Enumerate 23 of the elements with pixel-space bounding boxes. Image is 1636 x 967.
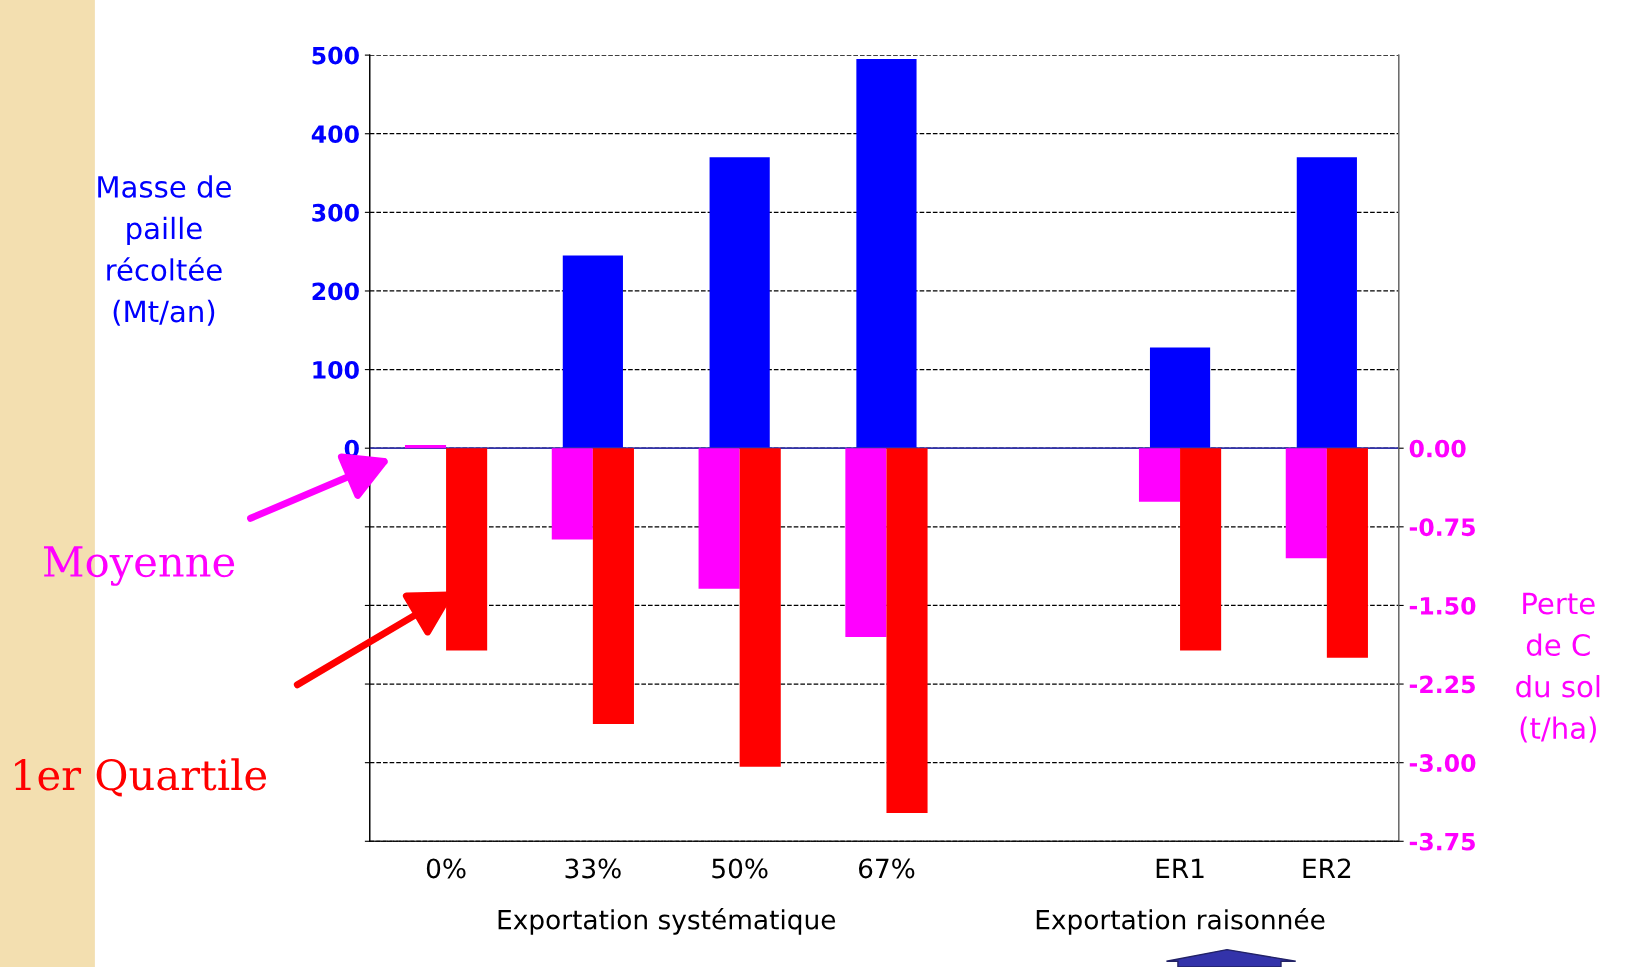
- text: Moyenne: [43, 546, 235, 586]
- text: 1er Quartile: [15, 758, 267, 797]
- x-tick-label: 50%: [712, 858, 768, 879]
- y2-tick-label: -1.50: [1409, 596, 1476, 615]
- y2-tick-label: -3.00: [1409, 754, 1476, 772]
- x-tick-label: 0%: [426, 858, 466, 879]
- text: Exportation systématique: [498, 908, 836, 935]
- y-axis-title: Masse de paille récoltée (Mt/an): [98, 175, 231, 326]
- y2-axis-title: Perte de C du sol (t/ha): [1516, 592, 1600, 743]
- y-tick-label: 300: [312, 203, 359, 222]
- y-tick-label: 200: [312, 282, 359, 301]
- x-tick-label: 67%: [858, 858, 915, 879]
- y2-tick-label: -2.25: [1409, 675, 1475, 694]
- text: Exportation raisonnée: [1036, 908, 1325, 935]
- y-tick-label: 100: [313, 361, 359, 379]
- y-tick-label: 500: [312, 46, 359, 65]
- x-tick-label: ER1: [1156, 858, 1204, 879]
- y-tick-label: 400: [311, 125, 359, 144]
- y2-tick-label: -0.75: [1409, 518, 1475, 537]
- y2-tick-label: 0.00: [1409, 439, 1466, 458]
- y2-tick-label: -3.75: [1409, 832, 1475, 851]
- x-tick-label: ER2: [1303, 858, 1351, 879]
- x-tick-label: 33%: [565, 858, 621, 879]
